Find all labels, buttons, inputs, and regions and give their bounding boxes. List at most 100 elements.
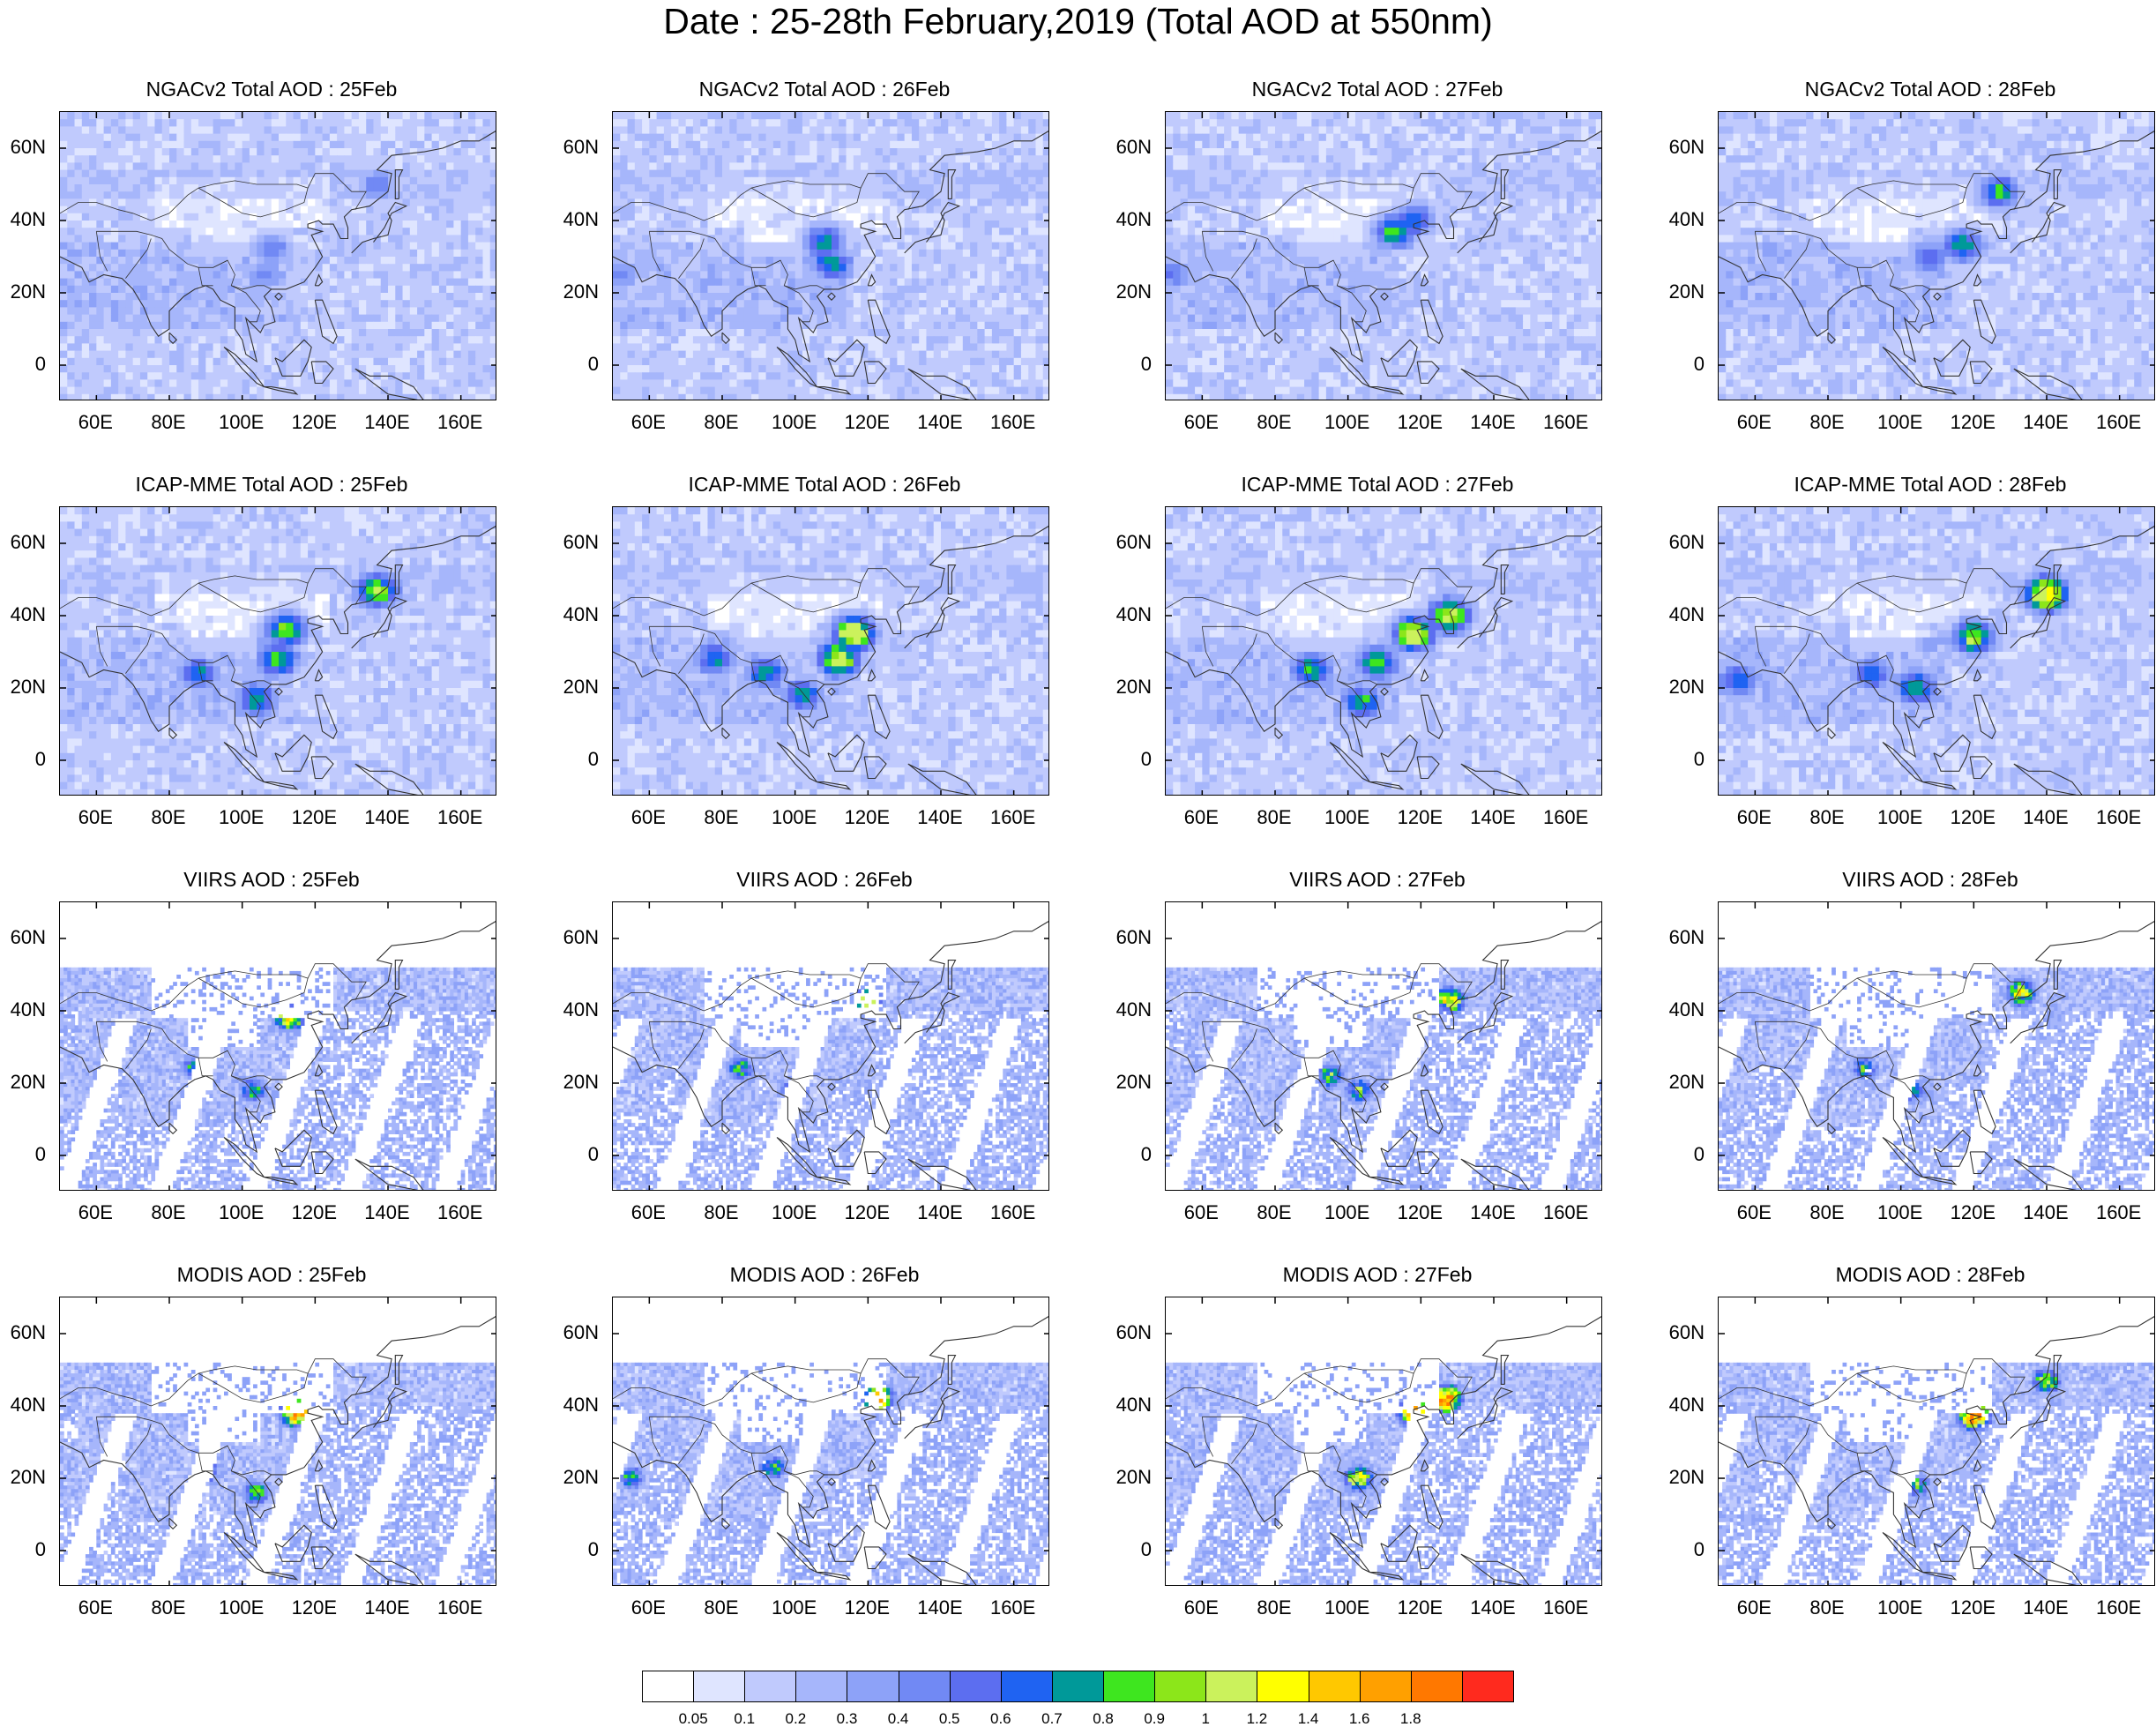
aod-cell [337,249,345,258]
aod-cell [198,285,206,294]
aod-cell [613,343,621,352]
aod-cell [249,155,257,163]
aod-cell [1013,350,1022,359]
aod-cell [700,198,709,207]
aod-cell [919,235,928,243]
aod-cell [388,155,396,163]
aod-cell [242,343,250,352]
aod-cell [395,293,404,301]
aod-cell [1260,112,1269,120]
aod-cell [279,350,287,359]
aod-cell [1020,386,1029,395]
aod-cell [809,343,818,352]
aod-cell [60,285,68,294]
aod-cell [482,379,491,388]
aod-cell [315,365,324,373]
aod-cell [861,126,869,135]
aod-cell [89,379,97,388]
aod-cell [74,221,83,228]
aod-cell [438,249,447,258]
aod-cell [722,162,730,171]
aod-cell [264,112,272,120]
aod-cell [897,242,906,250]
aod-cell [489,148,496,156]
aod-cell [431,176,440,185]
aod-cell [125,221,134,228]
aod-cell [322,365,331,373]
aod-cell [853,235,862,243]
aod-cell [96,379,105,388]
aod-cell [271,386,280,395]
aod-cell [948,386,957,395]
aod-cell [279,206,287,214]
aod-cell [176,300,185,308]
aod-cell [1042,249,1048,258]
aod-cell [74,293,83,301]
aod-cell [147,119,156,127]
aod-cell [627,126,636,135]
aod-cell [962,191,971,199]
aod-cell [904,112,913,120]
aod-cell [89,191,97,199]
aod-cell [446,155,454,163]
aod-cell [839,191,847,199]
aod-cell [67,321,76,330]
aod-cell [161,198,170,207]
aod-cell [489,206,496,214]
aod-cell [1020,155,1029,163]
aod-cell [948,242,957,250]
aod-cell [620,350,629,359]
aod-cell [941,228,949,236]
aod-cell [809,119,818,127]
aod-cell [132,379,141,388]
aod-cell [787,393,796,400]
aod-cell [780,357,788,366]
aod-cell [482,140,491,149]
aod-cell [729,314,738,323]
aod-cell [132,176,141,185]
aod-cell [707,271,716,280]
aod-cell [161,393,170,400]
aod-cell [460,249,469,258]
aod-cell [933,379,942,388]
aod-cell [132,119,141,127]
aod-cell [139,176,148,185]
aod-cell [446,379,454,388]
aod-cell [817,162,825,171]
aod-cell [300,350,309,359]
aod-cell [751,307,759,316]
aod-cell [242,329,250,337]
aod-cell [824,372,832,380]
aod-cell [467,300,476,308]
aod-cell [271,300,280,308]
aod-cell [475,314,484,323]
aod-cell [344,198,353,207]
aod-cell [685,365,694,373]
aod-cell [977,249,986,258]
aod-cell [613,285,621,294]
aod-cell [714,155,723,163]
aod-cell [1253,112,1262,120]
aod-cell [817,343,825,352]
aod-cell [948,271,957,280]
aod-cell [489,228,496,236]
aod-cell [999,314,1007,323]
aod-cell [700,155,709,163]
aod-cell [656,169,665,178]
aod-cell [692,206,701,214]
aod-cell [620,300,629,308]
aod-cell [139,257,148,265]
aod-cell [685,372,694,380]
aod-cell [926,365,935,373]
aod-cell [380,329,389,337]
aod-cell [933,169,942,178]
aod-cell [824,365,832,373]
aod-cell [467,365,476,373]
aod-cell [1216,119,1225,127]
aod-cell [351,235,360,243]
aod-cell [388,206,396,214]
aod-cell [322,148,331,156]
aod-cell [700,343,709,352]
aod-cell [875,119,884,127]
aod-cell [344,271,353,280]
